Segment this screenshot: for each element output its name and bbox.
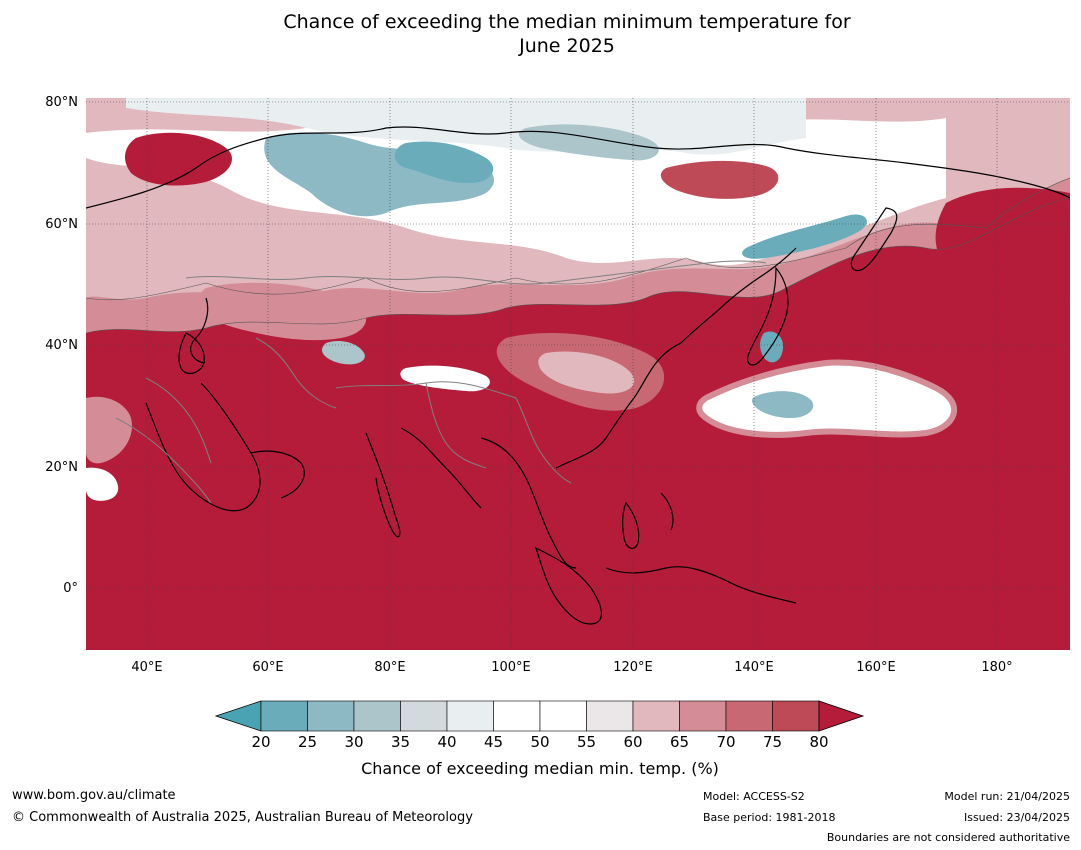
pacific-pink-ring — [696, 359, 958, 438]
colorbar-tick-label: 80 — [809, 733, 829, 751]
boundaries-disclaimer: Boundaries are not considered authoritat… — [826, 831, 1070, 844]
colorbar-tick-label: 20 — [251, 733, 271, 751]
okhotsk-blue — [742, 214, 867, 259]
lon-label-160e: 160°E — [856, 660, 896, 675]
tibet-pale-blue — [322, 341, 365, 365]
lon-label-40e: 40°E — [131, 660, 163, 675]
west-white — [86, 467, 119, 501]
lat-label-80n: 80°N — [45, 95, 78, 110]
lat-label-20n: 20°N — [45, 460, 78, 475]
far-east-red — [935, 187, 1070, 298]
scandinavia-red — [124, 132, 232, 186]
colorbar-segment — [539, 700, 587, 732]
colorbar-tick-label: 40 — [437, 733, 457, 751]
issued-date: Issued: 23/04/2025 — [963, 811, 1070, 824]
coastlines — [86, 126, 1070, 625]
east-siberia-red — [660, 160, 779, 199]
lon-label-180: 180° — [981, 660, 1013, 675]
colorbar-tick-label: 55 — [576, 733, 597, 751]
map-canvas — [86, 98, 1070, 650]
pacific-white — [699, 362, 955, 435]
base-period: Base period: 1981-2018 — [703, 811, 836, 824]
graticule — [86, 98, 1070, 650]
lon-label-60e: 60°E — [252, 660, 284, 675]
colorbar-segment — [679, 700, 727, 732]
west-pink — [86, 396, 132, 464]
lat-label-0: 0° — [63, 581, 78, 596]
forecast-map — [86, 98, 1070, 650]
pacific-blue — [752, 391, 814, 418]
lon-label-80e: 80°E — [374, 660, 406, 675]
siberia-blue-2 — [394, 141, 494, 184]
colorbar-tick-label: 25 — [297, 733, 318, 751]
lat-label-60n: 60°N — [45, 217, 78, 232]
country-borders — [115, 260, 767, 504]
model-run-date: Model run: 21/04/2025 — [944, 790, 1070, 803]
colorbar-segment — [400, 700, 448, 732]
contour-lines — [86, 177, 1070, 334]
tibet-white — [400, 365, 490, 392]
copyright-text: © Commonwealth of Australia 2025, Austra… — [12, 810, 473, 825]
colorbar-tick-label: 60 — [623, 733, 643, 751]
colorbar-tick-label: 65 — [669, 733, 690, 751]
lon-label-140e: 140°E — [734, 660, 774, 675]
colorbar-tick-label: 50 — [530, 733, 550, 751]
china-light-pink — [538, 351, 635, 394]
colorbar-segment — [260, 700, 308, 732]
siberia-blue-3 — [518, 124, 659, 161]
colorbar-segment — [446, 700, 494, 732]
lon-label-100e: 100°E — [491, 660, 531, 675]
model-name: Model: ACCESS-S2 — [703, 790, 805, 803]
website-link[interactable]: www.bom.gov.au/climate — [12, 788, 176, 803]
lat-label-40n: 40°N — [45, 338, 78, 353]
colorbar-extend-high — [818, 700, 865, 732]
colorbar-tick-label: 30 — [344, 733, 364, 751]
colorbar-extend-low — [215, 700, 262, 732]
lon-label-120e: 120°E — [613, 660, 653, 675]
colorbar-segment — [586, 700, 634, 732]
colorbar-tick-label: 45 — [483, 733, 504, 751]
colorbar-label: Chance of exceeding median min. temp. (%… — [361, 759, 719, 778]
central-asia-pink — [197, 282, 367, 341]
colorbar-tick-label: 35 — [390, 733, 411, 751]
colorbar-tick-label: 70 — [716, 733, 736, 751]
colorbar-tick-label: 75 — [762, 733, 783, 751]
colorbar — [215, 700, 865, 732]
colorbar-segment — [632, 700, 680, 732]
colorbar-segment — [725, 700, 773, 732]
title-line-1: Chance of exceeding the median minimum t… — [283, 11, 851, 33]
colorbar-segment — [353, 700, 401, 732]
colorbar-segment — [307, 700, 355, 732]
map-title: Chance of exceeding the median minimum t… — [0, 10, 1081, 58]
colorbar-segment — [493, 700, 541, 732]
title-line-2: June 2025 — [519, 35, 615, 57]
colorbar-segment — [772, 700, 820, 732]
